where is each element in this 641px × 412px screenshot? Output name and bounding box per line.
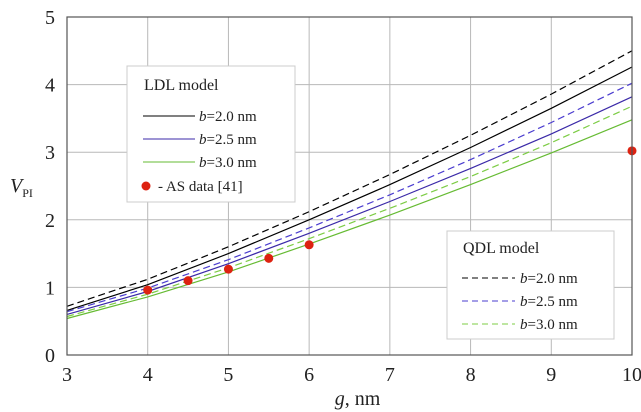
- series-line-qdl-4: [66, 82, 633, 313]
- legend-ldl-label-as: - AS data [41]: [158, 179, 243, 195]
- plot-frame: [66, 16, 633, 356]
- x-axis-label: g, nm: [335, 388, 381, 410]
- x-tick-label: 8: [466, 364, 476, 386]
- as-data-point: [264, 253, 274, 263]
- y-tick-label: 2: [45, 210, 55, 232]
- legend-ldl-marker-as: [141, 181, 151, 191]
- y-axis-label-var: V: [10, 175, 25, 197]
- legend-ldl-title: LDL model: [144, 77, 219, 94]
- x-axis-label-unit: , nm: [345, 388, 381, 410]
- legend-ldl: LDL model b=2.0 nm b=2.5 nm b=3.0 nm - A…: [126, 65, 296, 203]
- x-tick-label: 6: [304, 364, 314, 386]
- y-tick-label: 5: [45, 7, 55, 29]
- x-tick-label: 3: [62, 364, 72, 386]
- legend-qdl-title: QDL model: [463, 240, 540, 257]
- legend-qdl: QDL model b=2.0 nm b=2.5 nm b=3.0 nm: [446, 230, 615, 340]
- series-line-qdl-3: [66, 50, 633, 307]
- legend-ldl-label-b20: b=2.0 nm: [199, 109, 257, 125]
- series-line-qdl-5: [66, 105, 633, 318]
- series-line-ldl-0: [66, 66, 633, 311]
- y-tick-label: 1: [45, 277, 55, 299]
- y-axis-label-sub: PI: [22, 186, 33, 200]
- legend-ldl-label-b25: b=2.5 nm: [199, 132, 257, 148]
- x-tick-label: 9: [546, 364, 556, 386]
- legend-qdl-label-b20: b=2.0 nm: [520, 271, 578, 287]
- legend-qdl-label-b25: b=2.5 nm: [520, 294, 578, 310]
- x-tick-label: 5: [223, 364, 233, 386]
- y-tick-label: 0: [45, 345, 55, 367]
- x-axis-label-var: g: [335, 388, 345, 410]
- legend-qdl-label-b30: b=3.0 nm: [520, 317, 578, 333]
- legend-qdl-box: [446, 230, 615, 340]
- as-data-point: [304, 240, 314, 250]
- as-data-point: [223, 264, 233, 274]
- x-tick-label: 7: [385, 364, 395, 386]
- series-line-ldl-1: [66, 96, 633, 315]
- y-tick-label: 4: [45, 75, 55, 97]
- legend-ldl-box: [126, 65, 296, 203]
- tick-labels: 3 4 5 6 7 8 9 10 0 1 2 3 4 5: [45, 7, 641, 386]
- series-line-ldl-2: [66, 119, 633, 320]
- y-tick-label: 3: [45, 142, 55, 164]
- legend-ldl-label-b30: b=3.0 nm: [199, 155, 257, 171]
- x-tick-label: 10: [622, 364, 641, 386]
- as-data-point: [183, 276, 193, 286]
- y-axis-label: VPI: [10, 175, 33, 200]
- series-layer: [66, 50, 637, 320]
- as-data-point: [143, 285, 153, 295]
- x-tick-label: 4: [143, 364, 153, 386]
